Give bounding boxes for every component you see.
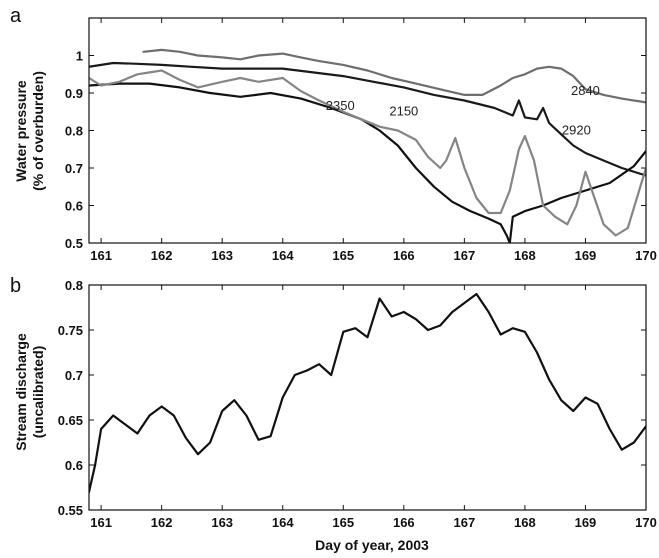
panel-a-ylabel: Water pressure (% of overburden) <box>13 71 46 191</box>
panel-b-series <box>89 292 646 494</box>
x-tick-label: 161 <box>90 515 112 530</box>
y-tick-label: 0.65 <box>58 413 83 428</box>
x-axis-title: Day of year, 2003 <box>315 537 429 553</box>
series-label-2920: 2920 <box>562 122 591 137</box>
y-tick-label: 0.7 <box>65 161 83 176</box>
y-tick-label: 0.7 <box>65 368 83 383</box>
series-label-2350: 2350 <box>326 98 355 113</box>
series-line-2840 <box>142 48 646 104</box>
x-tick-label: 163 <box>211 248 233 263</box>
x-tick-label: 162 <box>151 515 173 530</box>
panel-a-ylabel-line1: Water pressure <box>13 80 29 182</box>
x-tick-label: 161 <box>90 248 112 263</box>
x-tick-label: 166 <box>393 515 415 530</box>
panel-b-frame <box>88 284 647 511</box>
panel-b-ylabel-line1: Stream discharge <box>13 333 29 451</box>
x-tick-label: 164 <box>272 515 294 530</box>
series-line-2920 <box>89 61 646 177</box>
x-tick-label: 170 <box>635 248 657 263</box>
panel-a-ylabel-line2: (% of overburden) <box>30 71 46 191</box>
panel-b-letter: b <box>10 275 21 297</box>
x-tick-label: 169 <box>575 515 597 530</box>
x-tick-label: 165 <box>332 515 354 530</box>
y-tick-label: 1 <box>76 49 83 64</box>
y-tick-label: 0.6 <box>65 199 83 214</box>
panel-a-letter: a <box>10 5 22 27</box>
y-tick-label: 0.6 <box>65 458 83 473</box>
panel-a-frame <box>88 17 647 244</box>
x-tick-label: 168 <box>514 248 536 263</box>
panel-a-series <box>89 48 646 243</box>
x-tick-label: 168 <box>514 515 536 530</box>
y-tick-label: 0.75 <box>58 323 83 338</box>
x-tick-label: 170 <box>635 515 657 530</box>
series-label-2840: 2840 <box>571 83 600 98</box>
x-tick-label: 167 <box>454 515 476 530</box>
y-tick-label: 0.5 <box>65 236 83 251</box>
x-tick-label: 164 <box>272 248 294 263</box>
x-tick-label: 167 <box>454 248 476 263</box>
y-tick-label: 0.55 <box>58 503 83 518</box>
y-tick-label: 0.9 <box>65 86 83 101</box>
x-tick-label: 166 <box>393 248 415 263</box>
y-tick-label: 0.8 <box>65 124 83 139</box>
panel-b: b Stream discharge (uncalibrated) 161 162… <box>10 275 657 530</box>
x-tick-label: 169 <box>575 248 597 263</box>
panel-a: a Water pressure (% of overburden) 161 16… <box>10 5 657 263</box>
series-line-2350 <box>89 82 646 243</box>
panel-a-annotations: 2840 2150 2350 2920 <box>326 83 600 137</box>
panel-a-ticks: 161 162 163 164 165 166 167 168 169 170 0.5 0.6 0.7 0… <box>65 18 657 263</box>
panel-b-ticks: 161 162 163 164 165 166 167 168 169 170 0.55 0.6 0.6… <box>58 278 657 530</box>
y-tick-label: 0.8 <box>65 278 83 293</box>
panel-b-ylabel-line2: (uncalibrated) <box>30 346 46 439</box>
series-label-2150: 2150 <box>389 104 418 119</box>
x-tick-label: 163 <box>211 515 233 530</box>
series-line-panel-b <box>89 292 646 494</box>
x-tick-label: 162 <box>151 248 173 263</box>
panel-b-ylabel: Stream discharge (uncalibrated) <box>13 333 46 451</box>
x-tick-label: 165 <box>332 248 354 263</box>
series-line-2150 <box>89 69 646 237</box>
